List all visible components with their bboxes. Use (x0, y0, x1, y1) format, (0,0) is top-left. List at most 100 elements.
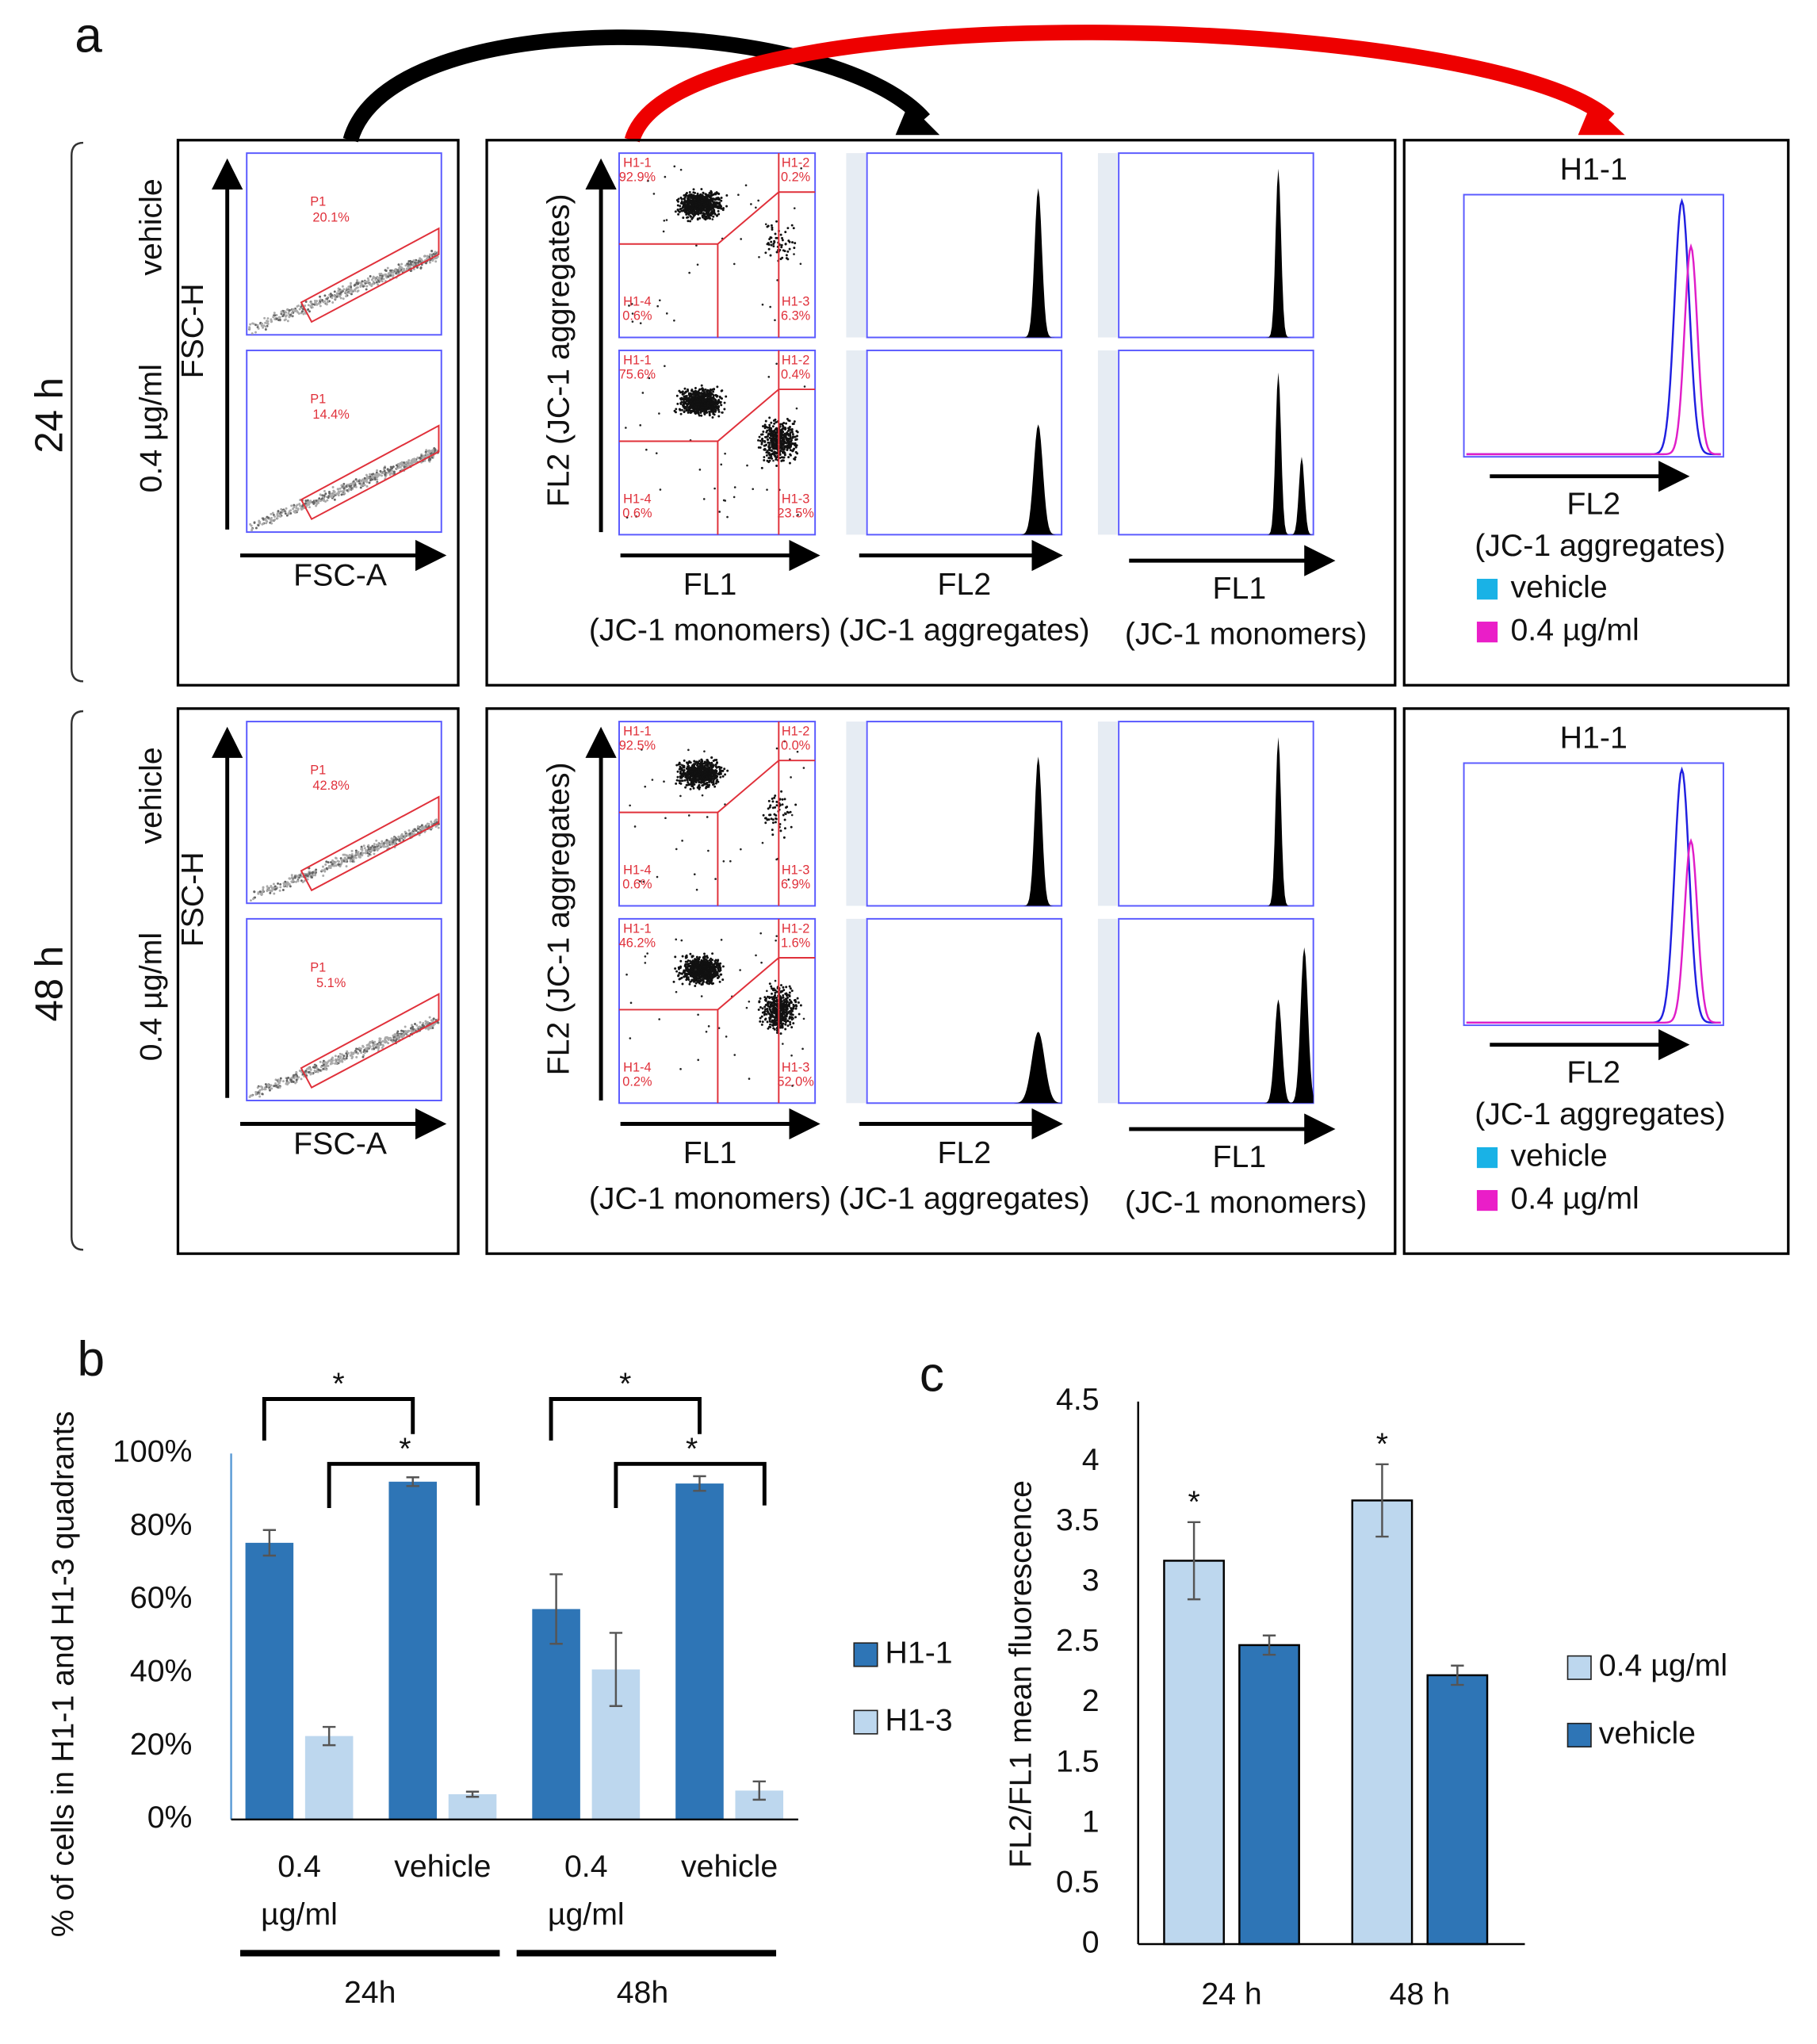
event-dot (710, 767, 713, 771)
event-dot (358, 855, 361, 859)
event-dot (262, 886, 265, 889)
event-dot (707, 210, 710, 213)
event-dot (262, 522, 265, 526)
event-dot (337, 287, 340, 290)
event-dot (326, 1061, 329, 1064)
event-dot (737, 193, 740, 197)
event-dot (708, 194, 711, 197)
event-dot (679, 765, 682, 768)
event-dot (416, 825, 419, 828)
event-dot (396, 270, 400, 273)
event-dot (687, 209, 690, 211)
event-dot (720, 766, 723, 769)
event-dot (681, 202, 683, 205)
event-dot (775, 421, 778, 423)
event-dot (352, 482, 355, 485)
event-dot (368, 852, 371, 855)
event-dot (424, 452, 427, 455)
event-dot (697, 196, 700, 199)
event-dot (679, 772, 682, 775)
event-dot (322, 875, 325, 877)
event-dot (767, 441, 770, 444)
event-dot (360, 1047, 363, 1051)
event-dot (785, 422, 788, 425)
event-dot (774, 431, 777, 434)
event-dot (679, 397, 682, 400)
event-dot (300, 310, 304, 313)
event-dot (295, 1074, 298, 1077)
label: vehicle (134, 178, 169, 275)
label: 0.4 µg/ml (134, 932, 169, 1061)
event-dot (357, 1052, 360, 1055)
event-dot (675, 848, 678, 851)
event-dot (363, 1048, 366, 1051)
event-dot (267, 1084, 270, 1087)
event-dot (698, 786, 702, 789)
event-dot (787, 438, 790, 441)
event-dot (766, 488, 768, 491)
label: FL1 (683, 1135, 737, 1170)
event-dot (783, 740, 786, 743)
event-dot (407, 260, 411, 263)
event-dot (715, 759, 718, 761)
event-dot (782, 431, 785, 434)
event-dot (430, 822, 434, 825)
event-dot (384, 473, 387, 477)
event-dot (774, 806, 777, 809)
event-dot (397, 464, 400, 467)
event-dot (761, 439, 764, 442)
event-dot (354, 849, 358, 852)
event-dot (764, 821, 767, 825)
label: 75.6% (619, 367, 656, 381)
event-dot (409, 261, 412, 264)
event-dot (287, 882, 290, 886)
event-dot (369, 477, 373, 480)
event-dot (696, 764, 698, 767)
event-dot (384, 1039, 387, 1043)
event-dot (679, 770, 682, 773)
event-dot (429, 261, 431, 264)
event-dot (377, 278, 381, 281)
event-dot (683, 202, 687, 205)
event-dot (717, 408, 720, 411)
event-dot (392, 465, 395, 469)
event-dot (365, 849, 368, 852)
event-dot (688, 197, 691, 200)
label: 5.1% (316, 976, 346, 990)
event-dot (679, 208, 682, 211)
label: vehicle (134, 747, 169, 844)
label: FSC-A (293, 558, 388, 593)
event-dot (307, 501, 310, 504)
event-dot (782, 836, 786, 839)
event-dot (340, 291, 343, 294)
event-dot (687, 388, 689, 391)
event-dot (759, 446, 762, 449)
event-dot (437, 826, 440, 829)
event-dot (392, 470, 396, 473)
event-dot (717, 410, 721, 413)
event-dot (720, 197, 723, 199)
event-dot (773, 239, 776, 243)
event-dot (690, 780, 694, 783)
event-dot (389, 1036, 392, 1039)
event-dot (683, 411, 686, 414)
event-dot (292, 1080, 295, 1083)
label: H1-4 (623, 492, 651, 507)
event-dot (720, 463, 723, 466)
label: H1-1 (623, 156, 651, 170)
event-dot (384, 1037, 387, 1040)
event-dot (338, 1061, 341, 1064)
event-dot (797, 514, 799, 516)
event-dot (274, 518, 277, 521)
event-dot (284, 512, 287, 515)
event-dot (355, 281, 358, 285)
event-dot (718, 771, 721, 775)
event-dot (692, 390, 695, 393)
event-dot (263, 1088, 266, 1091)
event-dot (391, 473, 394, 475)
event-dot (375, 844, 378, 847)
event-dot (266, 317, 270, 320)
event-dot (336, 859, 339, 863)
event-dot (715, 771, 717, 775)
event-dot (651, 779, 654, 781)
